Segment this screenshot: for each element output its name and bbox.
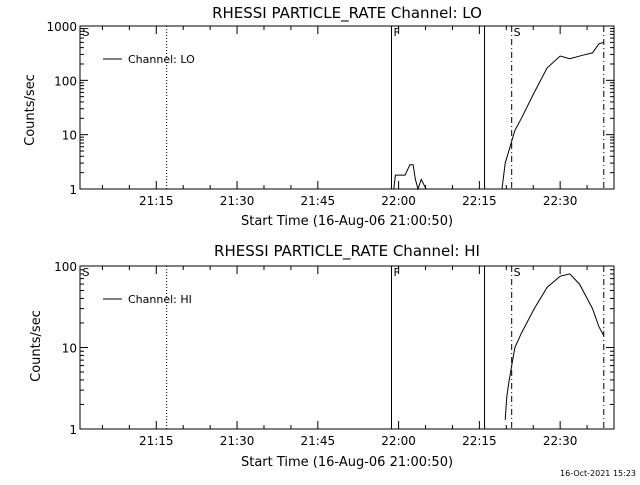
legend-label: Channel: HI — [128, 293, 192, 306]
x-axis-label: Start Time (16-Aug-06 21:00:50) — [241, 214, 453, 229]
series-line — [391, 164, 427, 191]
x-tick-label: 22:15 — [462, 434, 497, 448]
event-marker-label: S — [514, 26, 521, 39]
x-tick-label: 22:30 — [543, 194, 578, 208]
x-tick-label: 21:45 — [301, 434, 336, 448]
data-series — [504, 273, 605, 420]
event-marker-label: S — [83, 266, 90, 279]
y-tick-label: 1 — [69, 183, 77, 197]
legend: Channel: HI — [103, 293, 192, 306]
series-line — [504, 273, 605, 420]
event-marker-label: S — [514, 266, 521, 279]
y-tick-label: 1000 — [46, 20, 77, 34]
x-axis-label: Start Time (16-Aug-06 21:00:50) — [241, 455, 453, 470]
x-tick-label: 21:30 — [220, 434, 255, 448]
legend-label: Channel: LO — [128, 53, 195, 66]
axis-ticks: 21:15 21:30 21:45 22:00 22:15 22:30 1 10 100 1000 — [46, 20, 615, 208]
event-marker-label: S — [83, 26, 90, 39]
event-marker-label: F — [393, 26, 399, 39]
axis-ticks: 21:15 21:30 21:45 22:00 22:15 22:30 1 10 100 — [54, 260, 615, 448]
series-line — [501, 41, 604, 190]
y-tick-label: 100 — [54, 260, 77, 274]
x-tick-label: 22:00 — [381, 434, 416, 448]
x-tick-label: 21:15 — [139, 194, 174, 208]
plot-frame — [79, 25, 615, 190]
chart-title: RHESSI PARTICLE_RATE Channel: LO — [212, 4, 482, 23]
y-tick-label: 100 — [54, 74, 77, 88]
x-tick-label: 21:30 — [220, 194, 255, 208]
x-tick-label: 22:15 — [462, 194, 497, 208]
x-tick-label: 21:15 — [139, 434, 174, 448]
timestamp: 16-Oct-2021 15:23 — [560, 469, 636, 478]
y-tick-label: 10 — [62, 342, 77, 356]
plot-frame — [79, 265, 615, 430]
event-marker-label: F — [393, 266, 399, 279]
data-series — [391, 41, 604, 191]
y-tick-label: 10 — [62, 129, 77, 143]
chart-title: RHESSI PARTICLE_RATE Channel: HI — [214, 242, 480, 261]
y-tick-label: 1 — [69, 423, 77, 437]
legend: Channel: LO — [103, 53, 195, 66]
x-tick-label: 22:00 — [381, 194, 416, 208]
x-tick-label: 22:30 — [543, 434, 578, 448]
y-axis-label: Counts/sec — [23, 74, 38, 146]
chart-panel-lo: RHESSI PARTICLE_RATE Channel: LO Counts/… — [23, 4, 615, 229]
y-axis-label: Counts/sec — [29, 310, 44, 382]
chart-panel-hi: RHESSI PARTICLE_RATE Channel: HI Counts/… — [29, 242, 615, 470]
x-tick-label: 21:45 — [301, 194, 336, 208]
